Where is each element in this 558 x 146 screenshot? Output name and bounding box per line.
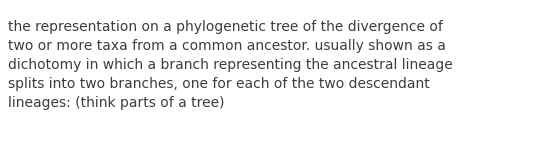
Text: the representation on a phylogenetic tree of the divergence of
two or more taxa : the representation on a phylogenetic tre… (8, 20, 453, 110)
